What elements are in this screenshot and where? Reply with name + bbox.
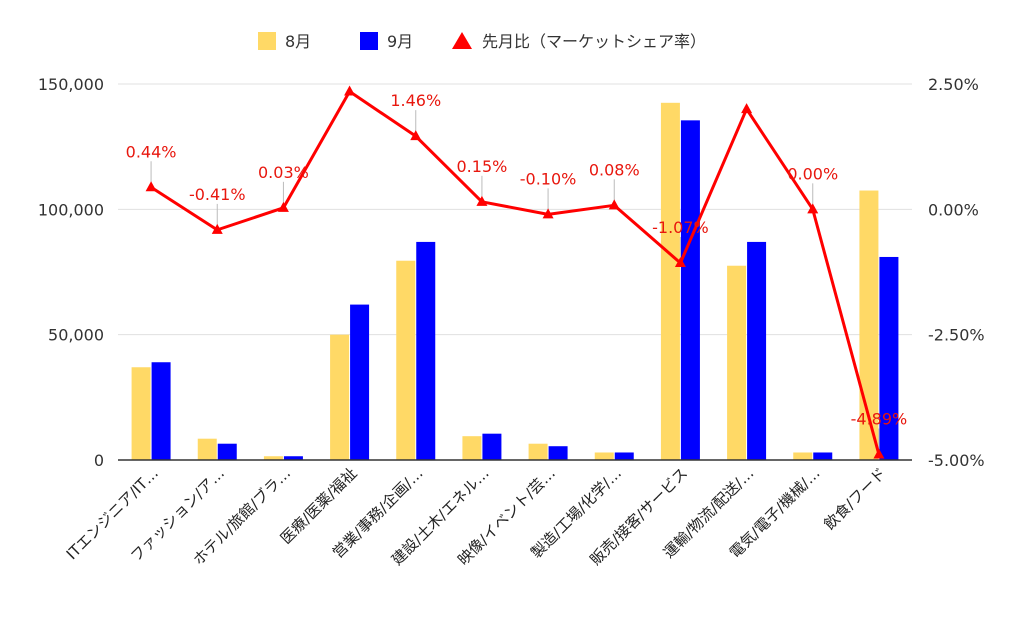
ratio-point-marker	[145, 181, 157, 192]
bar-sep	[813, 452, 833, 460]
right-tick-label: 0.00%	[928, 200, 979, 219]
ratio-point-marker	[608, 199, 620, 210]
right-axis-ticks: -5.00% -2.50% 0.00% 2.50%	[928, 75, 985, 470]
ratio-point-marker	[277, 201, 289, 212]
bar-aug	[263, 456, 283, 460]
legend-swatch-aug	[258, 32, 276, 50]
bar-aug	[793, 452, 813, 460]
bar-aug	[330, 334, 350, 460]
ratio-point-marker	[807, 203, 819, 214]
legend-swatch-sep	[360, 32, 378, 50]
bar-aug	[462, 436, 482, 460]
bar-sep	[416, 241, 436, 460]
category-label: 飲食/フード	[820, 464, 889, 533]
bar-sep	[217, 443, 237, 460]
ratio-point-marker	[741, 103, 753, 114]
ratio-point-marker	[410, 130, 422, 141]
legend-label-ratio: 先月比（マーケットシェア率）	[482, 32, 706, 51]
ratio-point-marker	[873, 448, 885, 459]
ratio-data-label: 0.08%	[589, 160, 640, 179]
ratio-data-label: -1.07%	[652, 218, 709, 237]
ratio-data-label: 1.46%	[390, 91, 441, 110]
ratio-data-label: -0.10%	[520, 169, 577, 188]
bar-aug	[131, 367, 151, 460]
bar-sep	[350, 304, 370, 460]
bar-aug	[727, 265, 747, 460]
bar-sep	[747, 241, 767, 460]
left-tick-label: 0	[94, 451, 104, 470]
bar-aug	[660, 102, 680, 461]
bar-aug	[197, 438, 217, 460]
left-axis-ticks: 0 50,000 100,000 150,000	[38, 75, 104, 470]
bar-sep	[151, 362, 171, 460]
ratio-data-label: 0.00%	[787, 164, 838, 183]
bar-sep	[680, 120, 700, 460]
right-tick-label: -2.50%	[928, 326, 985, 345]
category-labels: ITエンジニア/IT…ファッション/ア…ホテル/旅館/ブラ…医療/医薬/福祉営業…	[63, 464, 890, 569]
ratio-point-marker	[542, 208, 554, 219]
legend-triangle-icon	[452, 32, 472, 49]
legend: 8月 9月 先月比（マーケットシェア率）	[258, 32, 706, 51]
ratio-data-label: -4.89%	[851, 409, 908, 428]
bar-aug	[859, 190, 879, 461]
legend-label-sep: 9月	[387, 32, 413, 51]
bar-sep	[879, 256, 899, 460]
left-tick-label: 100,000	[38, 200, 104, 219]
bar-sep	[614, 452, 634, 460]
legend-label-aug: 8月	[285, 32, 311, 51]
bar-aug	[396, 260, 416, 460]
ratio-data-label: -0.41%	[189, 185, 246, 204]
ratio-data-label: 0.15%	[457, 157, 508, 176]
ratio-point-marker	[344, 85, 356, 96]
ratio-point-marker	[211, 223, 223, 234]
bar-aug	[594, 452, 614, 460]
bar-sep	[283, 456, 303, 460]
bar-aug	[528, 443, 548, 460]
left-tick-label: 50,000	[48, 326, 104, 345]
ratio-point-marker	[476, 195, 488, 206]
bar-sep	[482, 433, 502, 460]
bars	[131, 102, 899, 461]
left-tick-label: 150,000	[38, 75, 104, 94]
right-tick-label: 2.50%	[928, 75, 979, 94]
bar-sep	[548, 446, 568, 460]
ratio-point-marker	[674, 256, 686, 267]
ratio-data-label: 0.44%	[126, 142, 177, 161]
ratio-data-label: 0.03%	[258, 163, 309, 182]
right-tick-label: -5.00%	[928, 451, 985, 470]
ratio-line	[150, 90, 881, 455]
line-series: 0.44% -0.41% 0.03% 1.46% 0.15% -0.10% 0.08% -1.…	[126, 85, 908, 459]
